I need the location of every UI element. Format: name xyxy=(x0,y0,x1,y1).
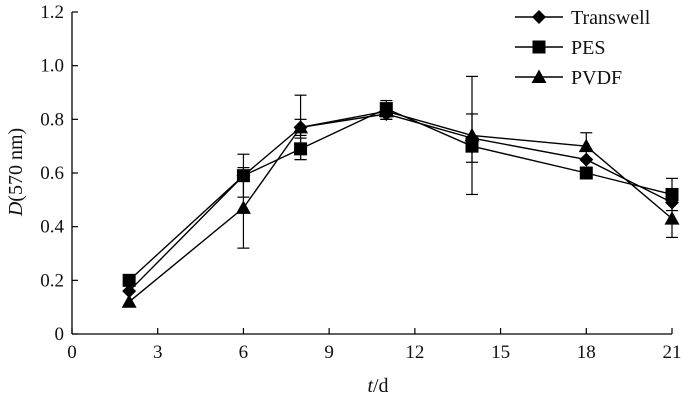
y-tick-label: 0.8 xyxy=(40,109,64,130)
legend-marker-transwell xyxy=(532,10,546,24)
x-axis-label: t/d xyxy=(367,375,388,397)
x-tick-label: 12 xyxy=(405,342,424,363)
pes-point xyxy=(294,142,308,156)
pvdf-point xyxy=(664,211,680,225)
tick-labels: 0 3 6 9 12 15 18 21 0 0.2 0.4 0.6 0.8 1.0 1.2 xyxy=(40,2,681,363)
x-tick-label: 0 xyxy=(67,342,77,363)
pes-point xyxy=(665,187,679,201)
y-tick-label: 0.6 xyxy=(40,163,64,184)
legend-marker-pvdf xyxy=(531,69,547,83)
pvdf-point xyxy=(235,200,251,214)
pvdf-point xyxy=(578,138,594,153)
series-markers xyxy=(121,102,680,308)
x-tick-label: 18 xyxy=(577,342,596,363)
y-axis-label: D(570 nm) xyxy=(5,128,27,217)
x-tick-label: 6 xyxy=(239,342,249,363)
y-tick-label: 1.2 xyxy=(40,2,64,23)
transwell-point xyxy=(579,152,594,167)
pes-point xyxy=(236,169,250,183)
pes-point xyxy=(579,166,593,180)
x-tick-label: 3 xyxy=(153,342,163,363)
pvdf-point xyxy=(464,127,480,142)
pes-line xyxy=(128,107,673,281)
legend-label-pvdf: PVDF xyxy=(571,67,622,89)
pvdf-point xyxy=(293,119,309,134)
pes-point xyxy=(122,273,136,287)
y-tick-label: 0.2 xyxy=(40,270,64,291)
transwell-line xyxy=(128,113,673,292)
pvdf-point xyxy=(378,103,394,118)
transwell-point xyxy=(122,284,137,299)
x-tick-label: 9 xyxy=(324,342,334,363)
pes-point xyxy=(465,139,479,153)
x-tick-label: 21 xyxy=(663,342,682,363)
x-tick-label: 15 xyxy=(491,342,510,363)
y-tick-label: 1.0 xyxy=(40,56,64,77)
legend: Transwell PES PVDF xyxy=(515,7,651,89)
error-bars xyxy=(237,75,678,249)
y-tick-label: 0 xyxy=(55,324,65,345)
legend-label-pes: PES xyxy=(571,37,605,59)
pvdf-point xyxy=(121,294,137,308)
series-lines xyxy=(128,107,673,303)
legend-label-transwell: Transwell xyxy=(571,7,651,29)
y-tick-label: 0.4 xyxy=(40,217,64,238)
axes xyxy=(71,11,673,335)
legend-marker-pes xyxy=(532,40,546,54)
